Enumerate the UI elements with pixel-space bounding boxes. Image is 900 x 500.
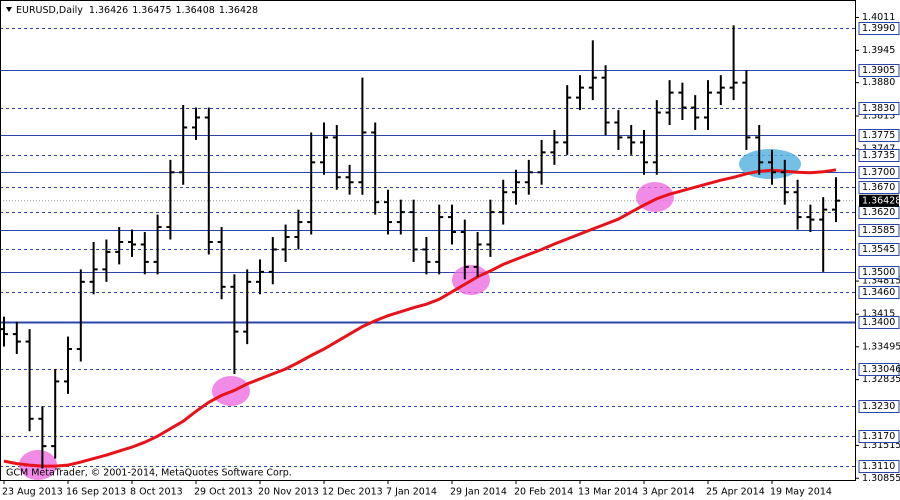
- level-label-box: [858, 460, 900, 473]
- y-tick-label: 1.34815: [862, 276, 900, 287]
- level-label: 1.3585: [862, 225, 895, 236]
- watermark: GCM MetaTrader, © 2001-2014, MetaQuotes …: [6, 468, 292, 479]
- x-tick-label: 20 Nov 2013: [258, 487, 319, 498]
- current-price-box: [859, 194, 899, 207]
- level-label-box: [858, 129, 900, 142]
- x-tick-label: 19 May 2014: [770, 487, 832, 498]
- bars: [0, 25, 840, 469]
- x-tick-label: 25 Apr 2014: [706, 487, 765, 498]
- level-label: 1.3230: [862, 401, 895, 412]
- y-tick-label: 1.3747: [862, 143, 895, 154]
- y-tick-label: 1.4011: [862, 12, 895, 23]
- level-label-box: [858, 224, 900, 237]
- x-tick-label: 29 Oct 2013: [194, 487, 253, 498]
- level-label-box: [858, 430, 900, 443]
- header-value: 1.36426: [89, 5, 128, 16]
- level-label-box: [858, 64, 900, 77]
- moving-average: [3, 168, 837, 468]
- level-label: 1.3170: [862, 431, 895, 442]
- header-value: 1.36408: [176, 5, 215, 16]
- level-label: 1.3460: [862, 287, 895, 298]
- level-label-box: [858, 316, 900, 329]
- x-tick-label: 8 Oct 2013: [130, 487, 183, 498]
- y-tick-label: 1.33495: [862, 341, 900, 352]
- x-tick-label: 13 Mar 2014: [578, 487, 638, 498]
- level-label-box: [858, 102, 900, 115]
- x-tick-label: 20 Feb 2014: [514, 487, 573, 498]
- header-value: 1.36428: [219, 5, 258, 16]
- y-tick-label: 1.3880: [862, 77, 895, 88]
- level-label: 1.3775: [862, 130, 895, 141]
- level-label: 1.3830: [862, 103, 895, 114]
- menu-icon: [6, 7, 12, 12]
- x-tick-label: 16 Sep 2013: [66, 487, 126, 498]
- x-tick-label: 3 Apr 2014: [642, 487, 695, 498]
- level-label: 1.3545: [862, 244, 895, 255]
- level-label-box: [858, 181, 900, 194]
- x-tick-label: 23 Aug 2013: [2, 487, 63, 498]
- level-label: 1.3735: [862, 150, 895, 161]
- x-tick-label: 7 Jan 2014: [386, 487, 437, 498]
- level-label: 1.3990: [862, 23, 895, 34]
- level-label-box: [858, 243, 900, 256]
- y-tick-label: 1.3813: [862, 111, 895, 122]
- level-label: 1.3670: [862, 182, 895, 193]
- x-tick-label: 29 Jan 2014: [450, 487, 507, 498]
- level-label: 1.3700: [862, 167, 895, 178]
- level-label-box: [858, 400, 900, 413]
- level-label-box: [858, 149, 900, 162]
- y-tick-label: 1.3945: [862, 45, 895, 56]
- current-price-label: 1.36428: [862, 195, 900, 206]
- level-label-box: [858, 286, 900, 299]
- level-label: 1.3110: [862, 461, 895, 472]
- level-label: 1.3400: [862, 317, 895, 328]
- header-value: 1.36475: [132, 5, 171, 16]
- level-label-box: [858, 166, 900, 179]
- level-label: 1.3620: [862, 207, 895, 218]
- level-label-box: [858, 266, 900, 279]
- level-label-box: [858, 363, 900, 376]
- y-tick-label: 1.32835: [862, 374, 900, 385]
- y-tick-label: 1.3415: [862, 309, 895, 320]
- level-label-box: [858, 22, 900, 35]
- y-tick-label: 1.30855: [862, 473, 900, 484]
- symbol: EURUSD,Daily: [16, 5, 83, 16]
- axis: 1.40111.39451.38801.38131.37471.348151.3…: [2, 12, 900, 498]
- header: EURUSD,Daily 1.36426 1.36475 1.36408 1.36428: [16, 5, 258, 16]
- level-label: 1.33046: [862, 364, 900, 375]
- y-tick-label: 1.31515: [862, 440, 900, 451]
- plot-frame: [0, 0, 856, 481]
- level-label: 1.3905: [862, 65, 895, 76]
- level-label: 1.3500: [862, 267, 895, 278]
- levels: [0, 28, 855, 467]
- x-tick-label: 12 Dec 2013: [322, 487, 383, 498]
